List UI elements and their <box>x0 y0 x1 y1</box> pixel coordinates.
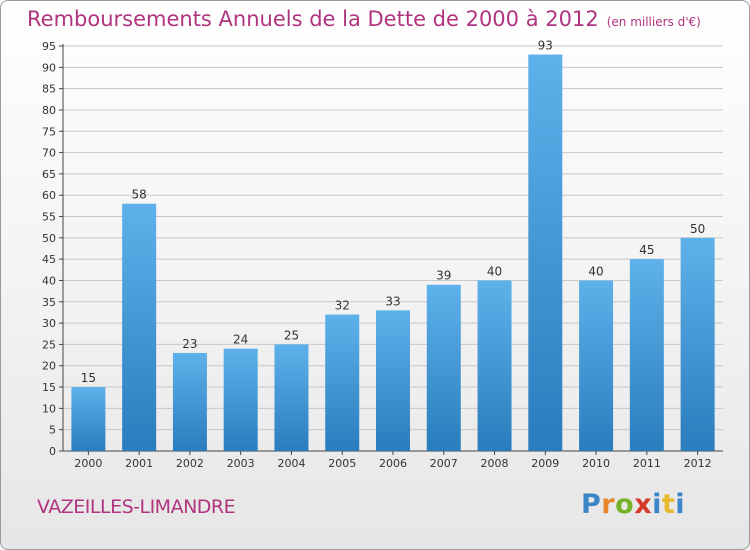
bar-2002 <box>172 352 207 451</box>
y-tick-label: 25 <box>42 338 56 351</box>
x-tick-label-2005: 2005 <box>328 457 356 470</box>
bar-2004 <box>274 344 309 451</box>
data-label-2001: 58 <box>132 188 147 202</box>
y-tick-label: 20 <box>42 360 56 373</box>
chart-unit: (en milliers d'€) <box>606 15 701 29</box>
y-tick-label: 65 <box>42 168 56 181</box>
y-tick-label: 90 <box>42 61 56 74</box>
bar-2012 <box>680 237 715 451</box>
y-tick-label: 95 <box>42 40 56 53</box>
data-label-2009: 93 <box>538 39 553 53</box>
y-tick-label: 85 <box>42 83 56 96</box>
y-tick-label: 30 <box>42 317 56 330</box>
y-tick-label: 45 <box>42 253 56 266</box>
bar-2011 <box>629 259 664 451</box>
x-tick-label-2011: 2011 <box>633 457 661 470</box>
y-tick-label: 60 <box>42 189 56 202</box>
data-label-2004: 25 <box>284 328 299 342</box>
x-tick-label-2003: 2003 <box>227 457 255 470</box>
x-tick-label-2009: 2009 <box>531 457 559 470</box>
bar-2010 <box>579 280 614 451</box>
bar-2009 <box>528 54 563 452</box>
chart-title-text: Remboursements Annuels de la Dette de 20… <box>27 7 599 31</box>
data-label-2011: 45 <box>639 243 654 257</box>
bar-2001 <box>122 203 157 451</box>
bar-2006 <box>376 310 410 451</box>
x-tick-label-2001: 2001 <box>125 457 153 470</box>
x-tick-label-2008: 2008 <box>481 457 509 470</box>
y-tick-label: 80 <box>42 104 56 117</box>
bar-2007 <box>426 284 461 451</box>
y-tick-label: 40 <box>42 274 56 287</box>
bar-2000 <box>71 387 106 451</box>
y-tick-label: 70 <box>42 147 56 160</box>
data-label-2007: 39 <box>436 269 451 283</box>
bar-2008 <box>477 280 512 451</box>
chart-title: Remboursements Annuels de la Dette de 20… <box>27 7 701 31</box>
x-tick-label-2010: 2010 <box>582 457 610 470</box>
y-tick-label: 75 <box>42 125 56 138</box>
y-tick-label: 35 <box>42 296 56 309</box>
y-tick-label: 50 <box>42 232 56 245</box>
proxiti-logo: Proxiti <box>581 489 686 520</box>
data-label-2002: 23 <box>182 337 197 351</box>
data-label-2010: 40 <box>588 264 603 278</box>
data-label-2008: 40 <box>487 264 502 278</box>
data-label-2006: 33 <box>385 294 400 308</box>
x-tick-label-2007: 2007 <box>430 457 458 470</box>
x-tick-label-2006: 2006 <box>379 457 407 470</box>
y-tick-label: 10 <box>42 402 56 415</box>
bar-2003 <box>223 348 258 451</box>
x-tick-label-2012: 2012 <box>684 457 712 470</box>
y-tick-label: 5 <box>49 424 56 437</box>
data-label-2005: 32 <box>335 299 350 313</box>
x-tick-label-2004: 2004 <box>277 457 305 470</box>
bar-chart: 0 5 10 15 20 25 30 35 40 45 50 55 60 65 70 75 80 85 90 95 1… <box>42 39 723 470</box>
data-label-2000: 15 <box>81 371 96 385</box>
y-tick-label: 15 <box>42 381 56 394</box>
data-label-2003: 24 <box>233 333 248 347</box>
bar-2005 <box>325 314 360 451</box>
x-tick-label-2000: 2000 <box>74 457 102 470</box>
x-tick-label-2002: 2002 <box>176 457 204 470</box>
y-tick-label: 0 <box>49 445 56 458</box>
commune-name: VAZEILLES-LIMANDRE <box>37 496 236 518</box>
data-label-2012: 50 <box>690 222 705 236</box>
y-tick-label: 55 <box>42 211 56 224</box>
